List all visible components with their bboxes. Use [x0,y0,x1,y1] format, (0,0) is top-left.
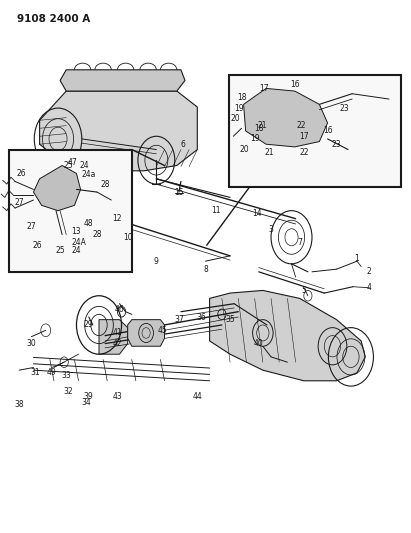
Text: 5: 5 [301,286,306,295]
Text: 48: 48 [84,220,94,229]
Text: 24A: 24A [71,238,86,247]
Text: 23: 23 [339,103,349,112]
Text: 7: 7 [297,238,302,247]
Text: 14: 14 [252,209,261,218]
Text: 28: 28 [100,180,110,189]
Text: 32: 32 [63,387,73,396]
Text: 19: 19 [250,134,259,143]
Text: 15: 15 [174,188,184,197]
Text: 9108 2400 A: 9108 2400 A [17,14,90,24]
Text: 12: 12 [113,214,122,223]
Text: 34: 34 [82,398,92,407]
Polygon shape [60,70,185,91]
Text: 18: 18 [254,124,263,133]
Polygon shape [128,320,164,346]
Polygon shape [210,290,365,381]
FancyBboxPatch shape [9,150,132,272]
Text: 11: 11 [211,206,220,215]
Text: 3: 3 [269,225,273,234]
Text: 44: 44 [192,392,202,401]
Text: 46: 46 [115,304,125,313]
Text: 24: 24 [72,246,81,255]
Text: 30: 30 [27,339,36,348]
FancyBboxPatch shape [229,75,401,187]
Text: 26: 26 [16,169,26,178]
Text: 25: 25 [63,161,73,170]
Text: 40: 40 [254,339,263,348]
Text: 33: 33 [61,371,71,380]
Text: 21: 21 [257,121,267,130]
Text: 24: 24 [80,161,90,170]
Polygon shape [39,91,197,171]
Text: 10: 10 [123,233,132,242]
Polygon shape [99,320,128,354]
Text: 22: 22 [296,121,306,130]
Text: 2: 2 [367,268,372,276]
Text: 27: 27 [27,222,36,231]
Text: 16: 16 [290,80,300,89]
Text: 38: 38 [14,400,24,409]
Text: 17: 17 [299,132,309,141]
Text: 28: 28 [92,230,102,239]
Text: 8: 8 [203,265,208,273]
Text: 16: 16 [323,126,333,135]
Text: 24a: 24a [81,170,96,179]
Text: 19: 19 [235,103,244,112]
Text: 37: 37 [174,315,184,324]
Text: 25: 25 [55,246,65,255]
Text: 21: 21 [264,148,274,157]
Text: 47: 47 [67,158,77,167]
Text: 23: 23 [332,140,342,149]
Text: 41: 41 [113,328,122,337]
Text: 45: 45 [157,326,167,335]
Text: 6: 6 [180,140,185,149]
Text: 35: 35 [225,315,235,324]
Text: 1: 1 [355,254,360,263]
Polygon shape [244,88,328,147]
Text: 29: 29 [84,320,94,329]
Text: 49: 49 [47,368,57,377]
Text: 43: 43 [113,392,122,401]
Text: 36: 36 [196,312,206,321]
Text: 20: 20 [231,114,240,123]
Text: 4: 4 [367,283,372,292]
Text: 26: 26 [33,241,42,250]
Text: 22: 22 [299,148,309,157]
Text: 13: 13 [72,228,81,237]
Polygon shape [33,165,81,211]
Text: 27: 27 [14,198,24,207]
Text: 20: 20 [240,145,249,154]
Text: 17: 17 [259,84,269,93]
Text: 9: 9 [154,257,159,265]
Text: 31: 31 [31,368,40,377]
Text: 18: 18 [237,93,246,102]
Text: 42: 42 [113,339,122,348]
Text: 39: 39 [84,392,94,401]
